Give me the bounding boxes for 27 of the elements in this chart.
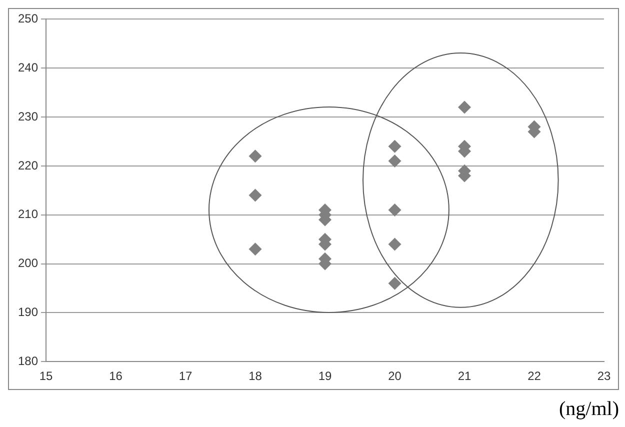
x-tick-label: 15 — [39, 369, 54, 384]
y-tick-label: 180 — [18, 354, 38, 368]
point — [388, 203, 402, 216]
x-axis-title: (ng/ml) — [558, 398, 619, 421]
y-tick-label: 230 — [18, 109, 38, 124]
x-tick-label: 23 — [597, 369, 611, 384]
point — [388, 238, 402, 251]
x-tick-label: 17 — [178, 369, 193, 384]
x-tick-label: 22 — [528, 369, 542, 384]
point — [248, 188, 262, 202]
y-tick-label: 220 — [18, 158, 38, 172]
point — [388, 140, 402, 153]
point — [388, 276, 402, 290]
point — [248, 150, 262, 163]
point — [458, 100, 472, 114]
x-tick-label: 16 — [109, 369, 123, 384]
y-tick-label: 210 — [18, 207, 38, 222]
x-tick-label: 21 — [458, 369, 472, 384]
x-tick-label: 19 — [318, 369, 332, 384]
y-tick-label: 240 — [18, 60, 38, 74]
point — [248, 242, 262, 256]
x-tick-label: 20 — [388, 369, 402, 384]
x-tick-label: 18 — [248, 369, 262, 384]
y-tick-label: 190 — [18, 305, 38, 319]
y-tick-label: 200 — [18, 256, 38, 270]
y-tick-label: 250 — [18, 12, 38, 26]
point — [388, 154, 402, 168]
